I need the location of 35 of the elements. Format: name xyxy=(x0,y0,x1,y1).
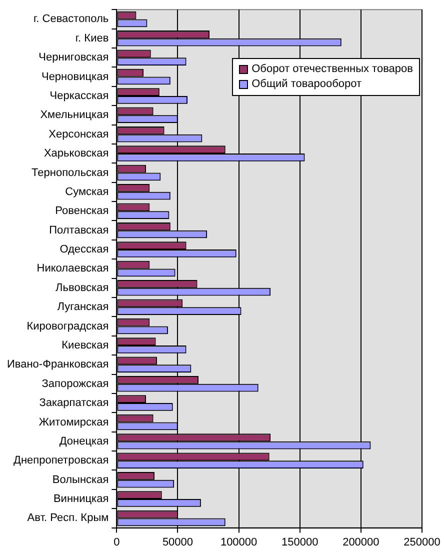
legend-label: Оборот отечественных товаров xyxy=(252,62,413,77)
y-tick-label: Черниговская xyxy=(38,52,109,64)
x-tick-label: 150000 xyxy=(282,536,318,548)
x-tick-label: 50000 xyxy=(162,536,194,548)
y-tick-label: г. Севастополь xyxy=(33,13,109,26)
y-tick-label: Закарпатская xyxy=(39,397,109,410)
x-tick-label: 250000 xyxy=(404,536,440,548)
y-tick-label: Луганская xyxy=(57,301,109,314)
y-tick-label: Тернопольская xyxy=(32,166,109,179)
y-tick-label: Харьковская xyxy=(44,148,109,160)
y-tick-label: Николаевская xyxy=(36,262,109,275)
y-tick-label: Винницкая xyxy=(53,493,109,506)
y-tick-label: Кировоградская xyxy=(26,320,109,332)
y-tick-label: Днепропетровская xyxy=(14,454,109,467)
x-tick-label: 200000 xyxy=(342,536,380,548)
y-tick-label: г. Киев xyxy=(75,32,109,44)
y-tick-label: Хмельницкая xyxy=(40,109,109,122)
y-tick-label: Сумская xyxy=(65,186,109,198)
y-tick-label: Одесская xyxy=(60,244,109,256)
x-tick-label: 0 xyxy=(114,536,120,548)
y-tick-label: Киевская xyxy=(62,340,109,352)
y-tick-label: Ровенская xyxy=(55,205,109,218)
x-tick-label: 100000 xyxy=(220,536,258,548)
y-tick-label: Полтавская xyxy=(49,224,109,236)
y-tick-label: Львовская xyxy=(56,282,109,294)
legend-label: Общий товарооборот xyxy=(252,77,362,92)
y-tick-label: Ивано-Франковская xyxy=(6,358,109,371)
y-tick-label: Черновицкая xyxy=(41,70,109,83)
y-tick-label: Волынская xyxy=(52,474,109,486)
y-tick-label: Херсонская xyxy=(48,128,109,140)
y-tick-label: Запорожская xyxy=(42,378,109,390)
y-tick-label: Авт. Респ. Крым xyxy=(27,512,109,524)
y-tick-label: Черкасская xyxy=(50,90,109,102)
y-tick-label: Донецкая xyxy=(59,435,109,448)
y-tick-label: Житомирская xyxy=(38,416,109,428)
